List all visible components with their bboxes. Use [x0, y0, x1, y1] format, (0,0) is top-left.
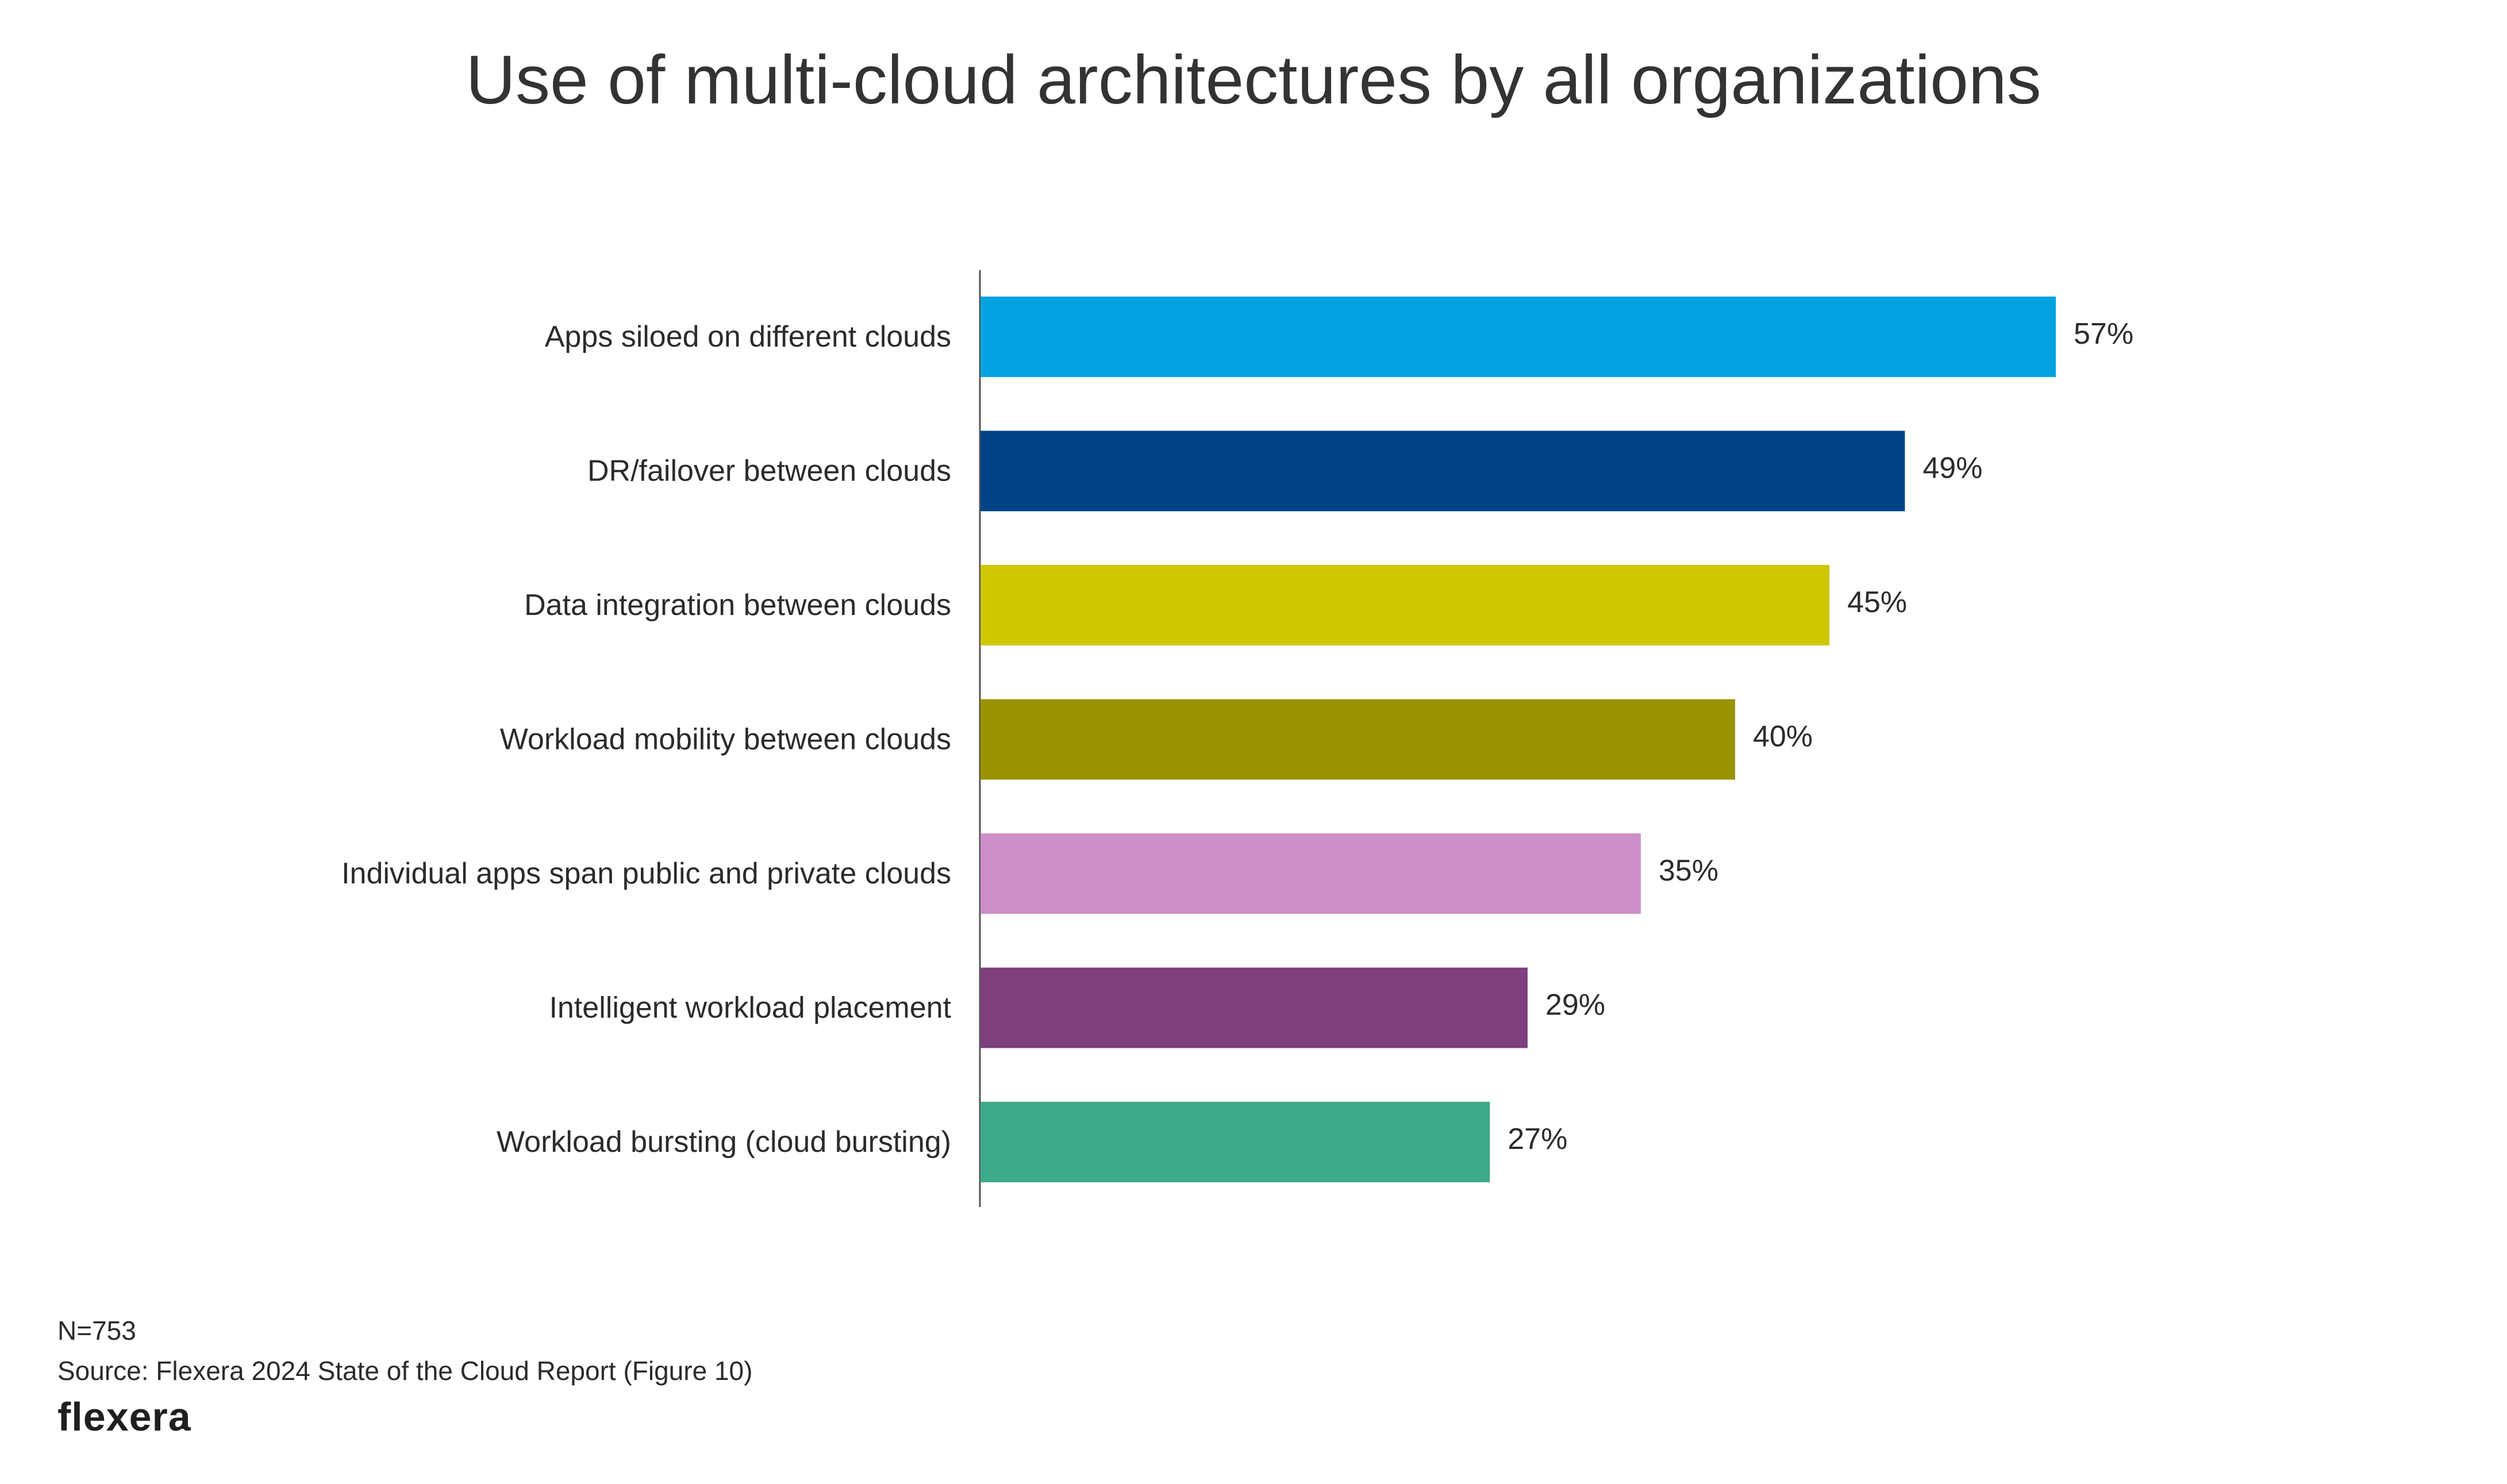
category-label-3: Data integration between clouds [524, 589, 951, 622]
chart-title: Use of multi-cloud architectures by all … [466, 41, 2041, 118]
value-label-3: 45% [1847, 586, 1907, 619]
bar-4 [981, 699, 1735, 780]
value-label-2: 49% [1922, 452, 1982, 485]
bar-3 [981, 565, 1830, 645]
value-label-4: 40% [1753, 720, 1813, 753]
bar-6 [981, 967, 1528, 1048]
flexera-logo: flexera [57, 1394, 191, 1439]
value-label-5: 35% [1659, 854, 1718, 887]
value-label-7: 27% [1508, 1122, 1567, 1156]
logo-dot [182, 1424, 186, 1429]
category-label-5: Individual apps span public and private … [341, 857, 951, 890]
category-label-4: Workload mobility between clouds [500, 723, 951, 756]
value-label-1: 57% [2074, 317, 2133, 351]
category-label-7: Workload bursting (cloud bursting) [497, 1125, 951, 1159]
bar-2 [981, 430, 1905, 512]
bar-5 [981, 833, 1641, 914]
category-label-1: Apps siloed on different clouds [545, 320, 951, 353]
bar-1 [981, 297, 2056, 377]
bar-7 [981, 1102, 1490, 1182]
category-label-2: DR/failover between clouds [587, 455, 951, 488]
sample-size-note: N=753 [57, 1316, 136, 1345]
value-label-6: 29% [1545, 989, 1605, 1022]
category-label-6: Intelligent workload placement [549, 991, 951, 1025]
source-note: Source: Flexera 2024 State of the Cloud … [57, 1356, 753, 1386]
